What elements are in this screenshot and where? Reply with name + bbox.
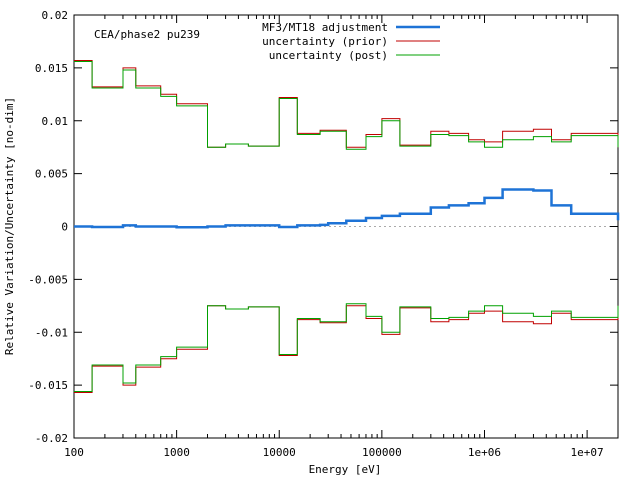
y-tick-label: 0.005 (35, 168, 68, 181)
y-tick-label: 0.015 (35, 62, 68, 75)
series-uncertainty-prior-negative-line (74, 305, 619, 393)
y-tick-label: -0.005 (28, 273, 68, 286)
x-tick-label: 1e+07 (571, 446, 604, 459)
y-tick-label: 0.02 (42, 9, 69, 22)
series-layer (74, 60, 620, 393)
series-uncertainty-post-negative-line (74, 303, 619, 392)
y-tick-label: 0 (61, 221, 68, 234)
y-tick-label: -0.02 (35, 432, 68, 445)
y-tick-label: -0.015 (28, 379, 68, 392)
legend-label: uncertainty (post) (269, 49, 388, 62)
series-mf3-mt18-adjustment-line (74, 188, 620, 229)
y-tick-label: -0.01 (35, 326, 68, 339)
x-tick-label: 10000 (263, 446, 296, 459)
x-tick-label: 100 (64, 446, 84, 459)
y-tick-label: 0.01 (42, 115, 69, 128)
x-tick-label: 1e+06 (468, 446, 501, 459)
x-tick-label: 1000 (163, 446, 190, 459)
y-axis-label: Relative Variation/Uncertainty [no-dim] (3, 97, 16, 355)
series-uncertainty-prior-line (74, 60, 619, 148)
axis-ticks: -0.02 -0.015 -0.01 -0.005 0 0.005 0.01 0.015 0.0… (28, 9, 618, 459)
legend-label: MF3/MT18 adjustment (262, 21, 388, 34)
legend-label: uncertainty (prior) (262, 35, 388, 48)
series-uncertainty-post-line (74, 61, 619, 150)
x-axis-label: Energy [eV] (309, 463, 382, 476)
chart-annotation: CEA/phase2 pu239 (94, 28, 200, 41)
x-tick-label: 100000 (362, 446, 402, 459)
